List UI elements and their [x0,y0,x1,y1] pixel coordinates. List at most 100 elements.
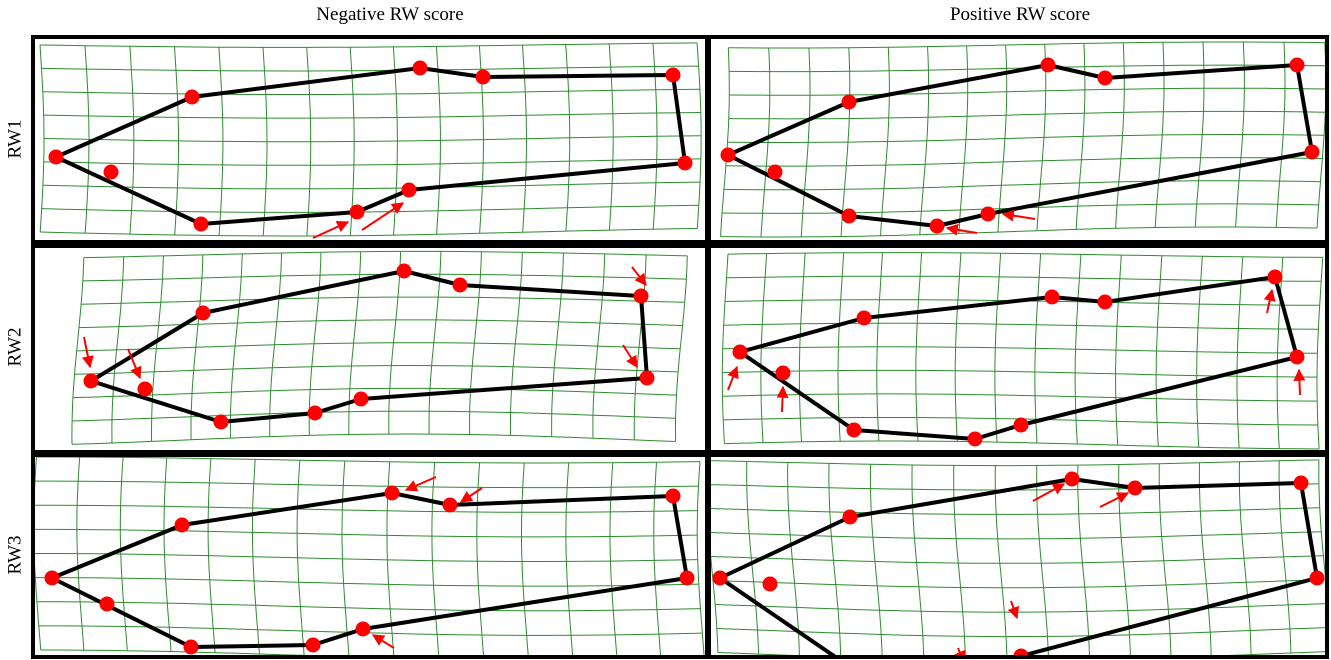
landmark-dot [720,147,736,163]
landmark-dot [384,485,400,501]
arrow [1001,209,1036,222]
shape-1-negative [48,60,693,239]
grid-line [709,531,1322,540]
landmark-dot [929,218,945,234]
grid-line [727,134,1325,143]
grid-line [83,250,688,259]
shape-1-positive [720,57,1320,236]
grid-line [34,504,698,513]
landmark-dot [1097,70,1113,86]
column-header-negative: Negative RW score [316,4,464,25]
landmark-dot [44,570,60,586]
grid-line [40,649,376,657]
grid-line [709,507,1320,515]
shape-outline [50,491,689,649]
grid-line [728,41,1325,49]
column-header-positive: Positive RW score [949,4,1091,25]
grid-line [41,65,699,72]
grid-line [710,555,1324,564]
arrow [622,344,638,369]
shape-outline [738,275,1299,441]
landmark-dot [305,637,321,653]
landmark-dot [83,373,99,389]
landmark-dot [679,570,695,586]
landmark-dot [349,204,365,220]
landmark-dot [137,381,153,397]
landmark-dot [1127,480,1143,496]
grid-line [716,627,1327,638]
grid-line [726,275,1322,282]
landmark-dot [452,277,468,293]
shape-outline [726,63,1314,228]
landmark-dot [195,305,211,321]
grid-line [35,577,699,587]
grid-line [728,110,1326,120]
landmark-dot [174,517,190,533]
landmark-dot [48,149,64,165]
landmark-dot [1309,570,1325,586]
landmark-dot [1289,349,1305,365]
landmark-dot [846,422,862,438]
grid-line [723,180,1321,191]
grid-line [720,226,1318,238]
arrow [81,336,94,369]
arrow [727,365,739,391]
landmark-dot [842,509,858,525]
grid-line [712,579,1326,589]
grid-line [722,393,1318,402]
panel-frame [707,35,1329,244]
landmark-dot [665,488,681,504]
arrow [371,634,395,649]
landmark-dot [193,216,209,232]
grid-line [729,87,1326,96]
grid-line [43,112,701,119]
grid-line [33,528,698,538]
landmark-dot [103,164,119,180]
grid-line [43,158,701,166]
landmark-dot [732,344,748,360]
arrow [127,348,142,380]
landmark-dot [1040,57,1056,73]
arrow [404,476,437,492]
landmark-dot [1289,57,1305,73]
grid-line [1316,257,1324,450]
grid-line [72,387,677,399]
grid-line [34,480,699,489]
panel-frame [707,244,1329,454]
shape-3-negative [44,476,695,655]
landmark-dot [775,365,791,381]
arrow [1263,288,1276,314]
landmark-dot [355,621,371,637]
landmark-dot [1304,144,1320,160]
landmark-dot [396,263,412,279]
landmark-dot [639,370,655,386]
grid-line [41,204,699,213]
grid-line [723,322,1319,330]
shape-outline [89,269,649,424]
landmark-dot [856,310,872,326]
landmark-dot [1267,269,1283,285]
landmark-dot [1013,417,1029,433]
landmark-dot [980,206,996,222]
arrow [776,385,789,413]
grid-line [696,461,705,657]
landmark-dot [99,596,115,612]
landmark-dot [412,60,428,76]
grid-line [43,135,702,143]
arrow [312,221,350,239]
arrow [945,223,978,236]
grid-line [723,417,1318,426]
grid-line [42,88,700,95]
grid-line [39,44,45,233]
panel-frame [707,453,1329,659]
landmark-dot [442,497,458,513]
grid-line [36,456,701,464]
arrow [460,487,483,503]
grid-line [71,410,676,422]
arrow [1007,600,1020,620]
warp-grid-1-positive [720,41,1327,238]
arrow [1293,368,1306,396]
landmark-dot [353,391,369,407]
shape-3-positive [712,471,1325,657]
landmark-dot [767,164,783,180]
